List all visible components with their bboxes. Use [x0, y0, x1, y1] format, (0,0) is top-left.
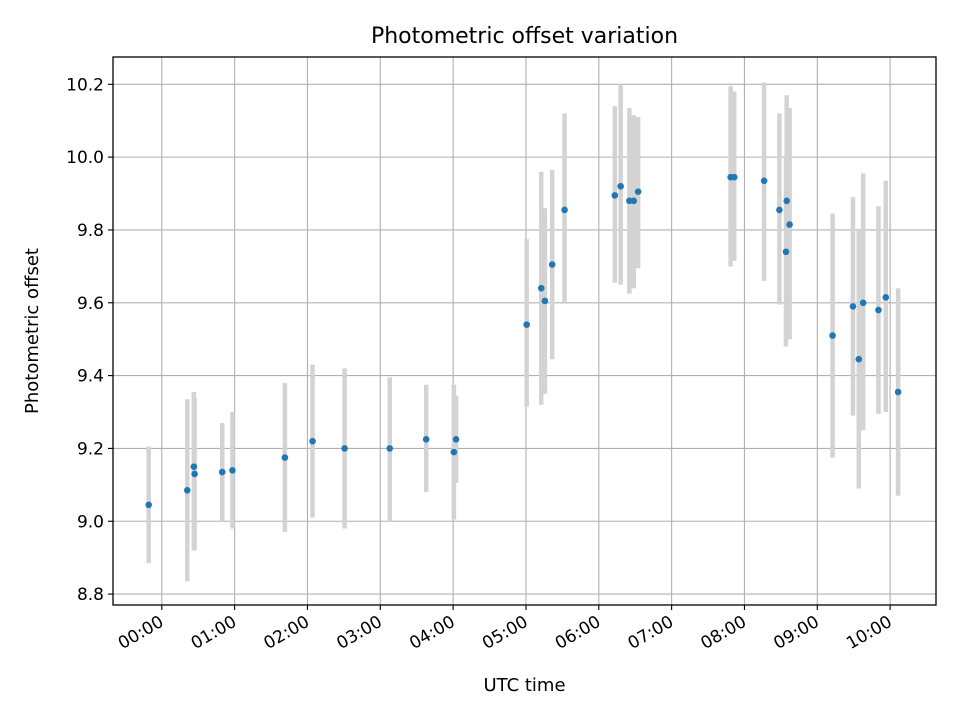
data-point	[386, 445, 394, 452]
data-point	[786, 221, 793, 228]
y-tick-label: 9.0	[77, 512, 104, 532]
data-point	[422, 436, 430, 443]
chart-title: Photometric offset variation	[371, 24, 678, 49]
data-point	[634, 188, 642, 196]
data-point	[875, 306, 882, 314]
data-points	[145, 173, 902, 509]
y-tick-label: 9.8	[77, 221, 104, 241]
y-axis-ticks: 8.8 9.0 9.2 9.4 9.6 9.8 10.0 10.2	[66, 75, 113, 605]
data-point	[523, 321, 530, 328]
data-point	[537, 284, 545, 292]
y-tick-label: 10.0	[66, 148, 104, 168]
y-tick-label: 9.6	[77, 294, 104, 314]
data-point	[882, 294, 890, 301]
y-tick-label: 9.2	[77, 439, 104, 459]
data-point	[855, 355, 863, 363]
x-axis-label: UTC time	[483, 675, 565, 696]
data-point	[782, 248, 790, 256]
data-point	[783, 197, 790, 205]
data-point	[452, 436, 460, 443]
data-point	[450, 448, 458, 456]
y-tick-label: 8.8	[77, 585, 104, 605]
data-point	[191, 470, 198, 478]
data-point	[859, 299, 867, 307]
plot-frame	[112, 56, 937, 606]
data-point	[281, 454, 289, 461]
grid	[113, 57, 936, 605]
data-point	[894, 388, 902, 396]
data-point	[776, 206, 783, 214]
y-tick-label: 9.4	[77, 367, 104, 387]
data-point	[829, 332, 836, 339]
data-point	[309, 437, 316, 445]
data-point	[541, 297, 549, 305]
y-tick-label: 10.2	[66, 75, 104, 95]
data-point	[145, 501, 152, 509]
data-point	[849, 303, 857, 310]
data-point	[548, 261, 556, 268]
data-point	[190, 463, 198, 470]
data-point	[218, 468, 226, 476]
data-point	[630, 197, 638, 205]
data-point	[561, 206, 568, 214]
data-point	[611, 192, 619, 199]
data-point	[730, 173, 738, 181]
data-point	[183, 487, 191, 494]
data-point	[341, 445, 348, 452]
data-point	[617, 182, 624, 190]
data-point	[760, 177, 768, 185]
data-point	[229, 466, 236, 474]
y-axis-label: Photometric offset	[22, 248, 43, 414]
